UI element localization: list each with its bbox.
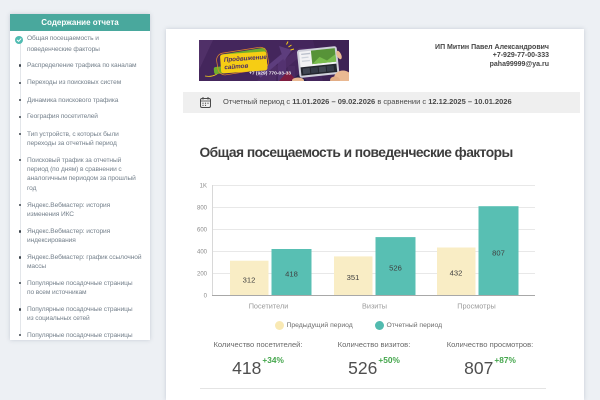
svg-text:1K: 1K: [200, 184, 207, 190]
svg-text:+7 (929) 770-03-33: +7 (929) 770-03-33: [249, 71, 291, 77]
svg-text:400: 400: [197, 250, 208, 256]
svg-text:312: 312: [243, 275, 256, 284]
svg-text:418: 418: [285, 269, 298, 278]
svg-text:Просмотры: Просмотры: [457, 302, 496, 311]
svg-text:526: 526: [389, 263, 402, 272]
svg-text:Посетители: Посетители: [249, 302, 289, 311]
svg-text:800: 800: [197, 206, 208, 212]
svg-text:351: 351: [347, 273, 360, 282]
svg-text:432: 432: [450, 269, 463, 278]
svg-text:807: 807: [492, 248, 505, 257]
svg-text:200: 200: [197, 272, 208, 278]
svg-text:0: 0: [204, 294, 208, 300]
svg-text:Визиты: Визиты: [362, 302, 387, 311]
svg-text:Продвижение: Продвижение: [224, 53, 268, 64]
svg-text:сайтов: сайтов: [224, 62, 249, 72]
svg-text:600: 600: [197, 228, 208, 234]
